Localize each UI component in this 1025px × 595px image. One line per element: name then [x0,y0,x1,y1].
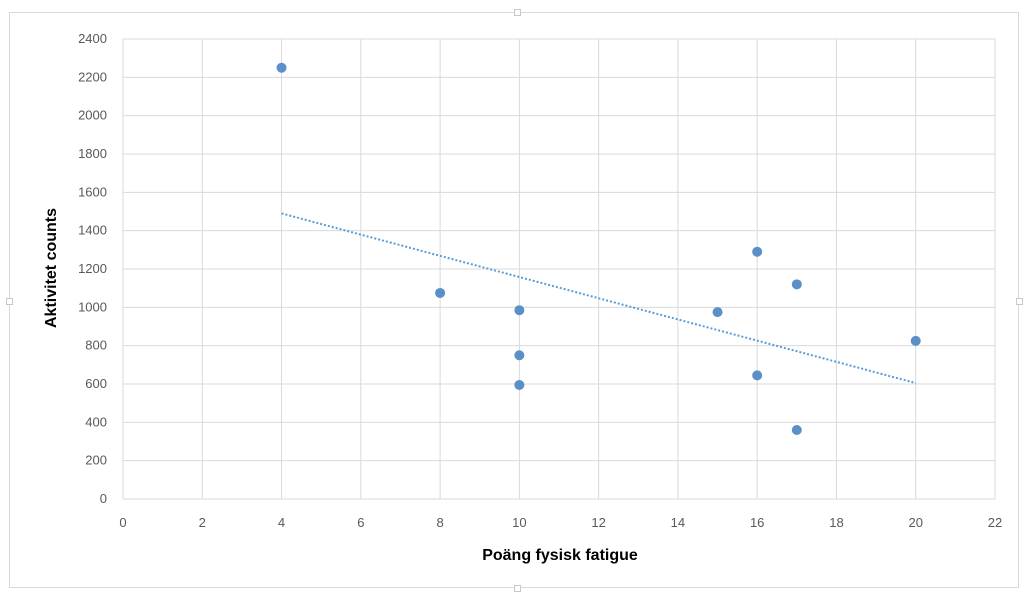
gridlines [122,38,996,500]
data-point [276,62,287,73]
data-point [514,379,525,390]
resize-handle-top[interactable] [514,9,521,16]
data-point [752,370,763,381]
data-point [791,425,802,435]
y-tick-label: 1400 [78,223,107,238]
x-tick-label: 14 [671,515,685,530]
data-point [791,279,802,290]
y-tick-label: 1600 [78,184,107,199]
y-tick-label: 1800 [78,146,107,161]
y-tick-label: 200 [85,453,107,468]
chart-area[interactable] [9,12,1019,588]
x-tick-label: 8 [436,515,443,530]
x-tick-label: 16 [750,515,764,530]
y-tick-label: 800 [85,338,107,353]
y-tick-label: 1000 [78,299,107,314]
x-axis-title: Poäng fysisk fatigue [482,547,638,564]
resize-handle-bottom[interactable] [514,585,521,592]
y-tick-label: 400 [85,414,107,429]
data-point [712,307,723,318]
trendline-layer [281,212,916,385]
x-tick-label: 0 [119,515,126,530]
resize-handle-right[interactable] [1016,298,1023,305]
data-point [514,350,525,361]
y-tick-label: 0 [100,491,107,506]
x-tick-label: 12 [591,515,605,530]
data-point [752,246,763,257]
data-point [910,335,921,346]
x-tick-label: 6 [357,515,364,530]
x-tick-label: 22 [988,515,1002,530]
data-point [514,305,525,316]
x-tick-label: 18 [829,515,843,530]
y-tick-label: 2000 [78,108,107,123]
x-tick-label: 2 [199,515,206,530]
y-tick-label: 1200 [78,261,107,276]
x-tick-label: 4 [278,515,285,530]
y-tick-label: 2400 [78,31,107,46]
resize-handle-left[interactable] [6,298,13,305]
axes: 0200400600800100012001400160018002000220… [78,31,1002,530]
y-axis-title: Aktivitet counts [43,208,60,328]
y-tick-label: 600 [85,376,107,391]
data-points [276,62,921,435]
x-tick-label: 20 [908,515,922,530]
y-tick-label: 2200 [78,69,107,84]
x-tick-label: 10 [512,515,526,530]
trendline [281,212,916,385]
data-point [435,287,446,298]
